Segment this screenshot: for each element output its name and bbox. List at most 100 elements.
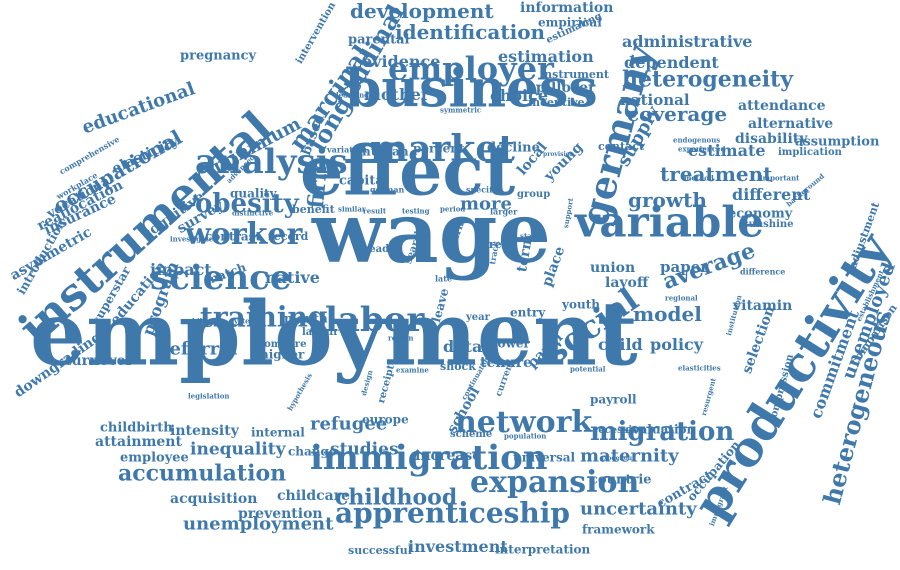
cloud-word: coverage [627,102,728,126]
cloud-word: distinctive [232,208,274,218]
cloud-word: exogenous [600,455,636,463]
cloud-word: childbirth [100,420,173,436]
cloud-word: layoff [605,274,649,291]
cloud-word: percent [413,141,465,156]
cloud-word: migration [590,417,735,448]
cloud-word: inequality [190,439,286,460]
cloud-word: countrie [590,472,652,488]
cloud-word: alternative [748,115,834,132]
cloud-word: period [440,204,466,214]
cloud-word: variable [575,197,764,247]
cloud-word: national [620,91,690,109]
cloud-word: record [268,230,309,244]
cloud-word: child [598,335,643,355]
cloud-word: important [760,173,800,183]
cloud-word: market [370,128,515,171]
cloud-word: science [150,257,292,298]
cloud-word: acquisition [170,490,258,507]
cloud-word: human [362,144,409,159]
cloud-word: contrast [205,229,261,244]
cloud-word: paper [660,258,709,276]
cloud-word: heterogeneity [622,66,794,93]
cloud-word: refugee [310,413,388,435]
cloud-word: benefit [292,203,335,217]
cloud-word: year [466,312,490,323]
cloud-word: payroll [590,392,637,407]
cloud-word: internal [251,425,305,440]
cloud-word: incentive [528,96,585,110]
cloud-word: testing [402,206,430,216]
cloud-word: apprenticeship [335,496,570,530]
cloud-word: group [517,189,551,200]
cloud-word: higher [260,347,305,362]
cloud-word: dependent [624,53,719,73]
cloud-word: capital [339,173,389,189]
cloud-word: recession [593,425,647,436]
cloud-word: evaluation [625,422,696,437]
cloud-word: potential [570,364,606,374]
cloud-word: support [561,197,576,229]
cloud-word: maternity [580,445,679,467]
cloud-word: policy [650,335,704,355]
cloud-word: young [541,139,587,185]
cloud-word: system [230,316,258,326]
cloud-word: labor [325,299,425,340]
cloud-word: intensity [170,422,239,439]
cloud-word: empirical [538,15,602,30]
cloud-word: referral [160,338,238,360]
cloud-word: compare [258,339,307,350]
cloud-word: late [435,273,453,284]
cloud-word: investment [408,537,508,557]
cloud-word: spillover [528,79,596,96]
cloud-word: german [370,184,405,195]
cloud-word: youth [562,297,600,312]
cloud-word: information [520,0,614,16]
cloud-word: resurgent [699,376,718,417]
cloud-word: decline [487,140,540,156]
cloud-word: universal [513,450,576,465]
cloud-word: lower [493,336,530,351]
cloud-word: impact [150,260,212,280]
cloud-word: immigration [310,437,548,478]
cloud-word: similar [338,204,366,214]
cloud-word: method [684,173,714,183]
cloud-word: entry [510,305,546,320]
cloud-word: start [520,231,539,241]
cloud-word: parental [348,32,410,48]
cloud-word: legislation [188,391,230,401]
cloud-word: vitamin [733,297,793,314]
cloud-word: different [732,185,811,205]
cloud-word: expansion [470,465,640,500]
cloud-word: development [350,0,494,23]
cloud-word: population [504,431,547,441]
cloud-word: data [443,337,483,357]
cloud-word: change [288,444,337,459]
cloud-word: mother [364,85,430,105]
cloud-word: intervention [294,0,339,66]
cloud-word: quality [230,186,277,201]
cloud-word: attendance [738,97,826,114]
cloud-word: institution [724,293,744,337]
cloud-word: implication [778,147,842,158]
cloud-word: elasticities [678,363,721,373]
cloud-word: successful [348,544,412,558]
cloud-word: network [455,405,593,440]
cloud-word: result [363,206,387,216]
cloud-word: business [345,58,598,120]
cloud-word: employment [30,281,638,386]
cloud-word: prevention [238,505,323,522]
cloud-word: estimate [688,141,766,161]
cloud-word: obesity [195,189,299,220]
cloud-word: framework [582,522,655,537]
cloud-word: instrument [540,68,609,82]
cloud-word: childcare [277,487,351,504]
cloud-word: wage [312,182,551,282]
cloud-word: learning [336,90,370,100]
cloud-word: contact [598,140,645,154]
cloud-word: employee [120,450,189,466]
cloud-word: uncertainty [580,498,697,520]
cloud-word: investigate [170,234,214,244]
cloud-word: administrative [622,32,753,52]
cloud-word: attainment [95,433,182,450]
